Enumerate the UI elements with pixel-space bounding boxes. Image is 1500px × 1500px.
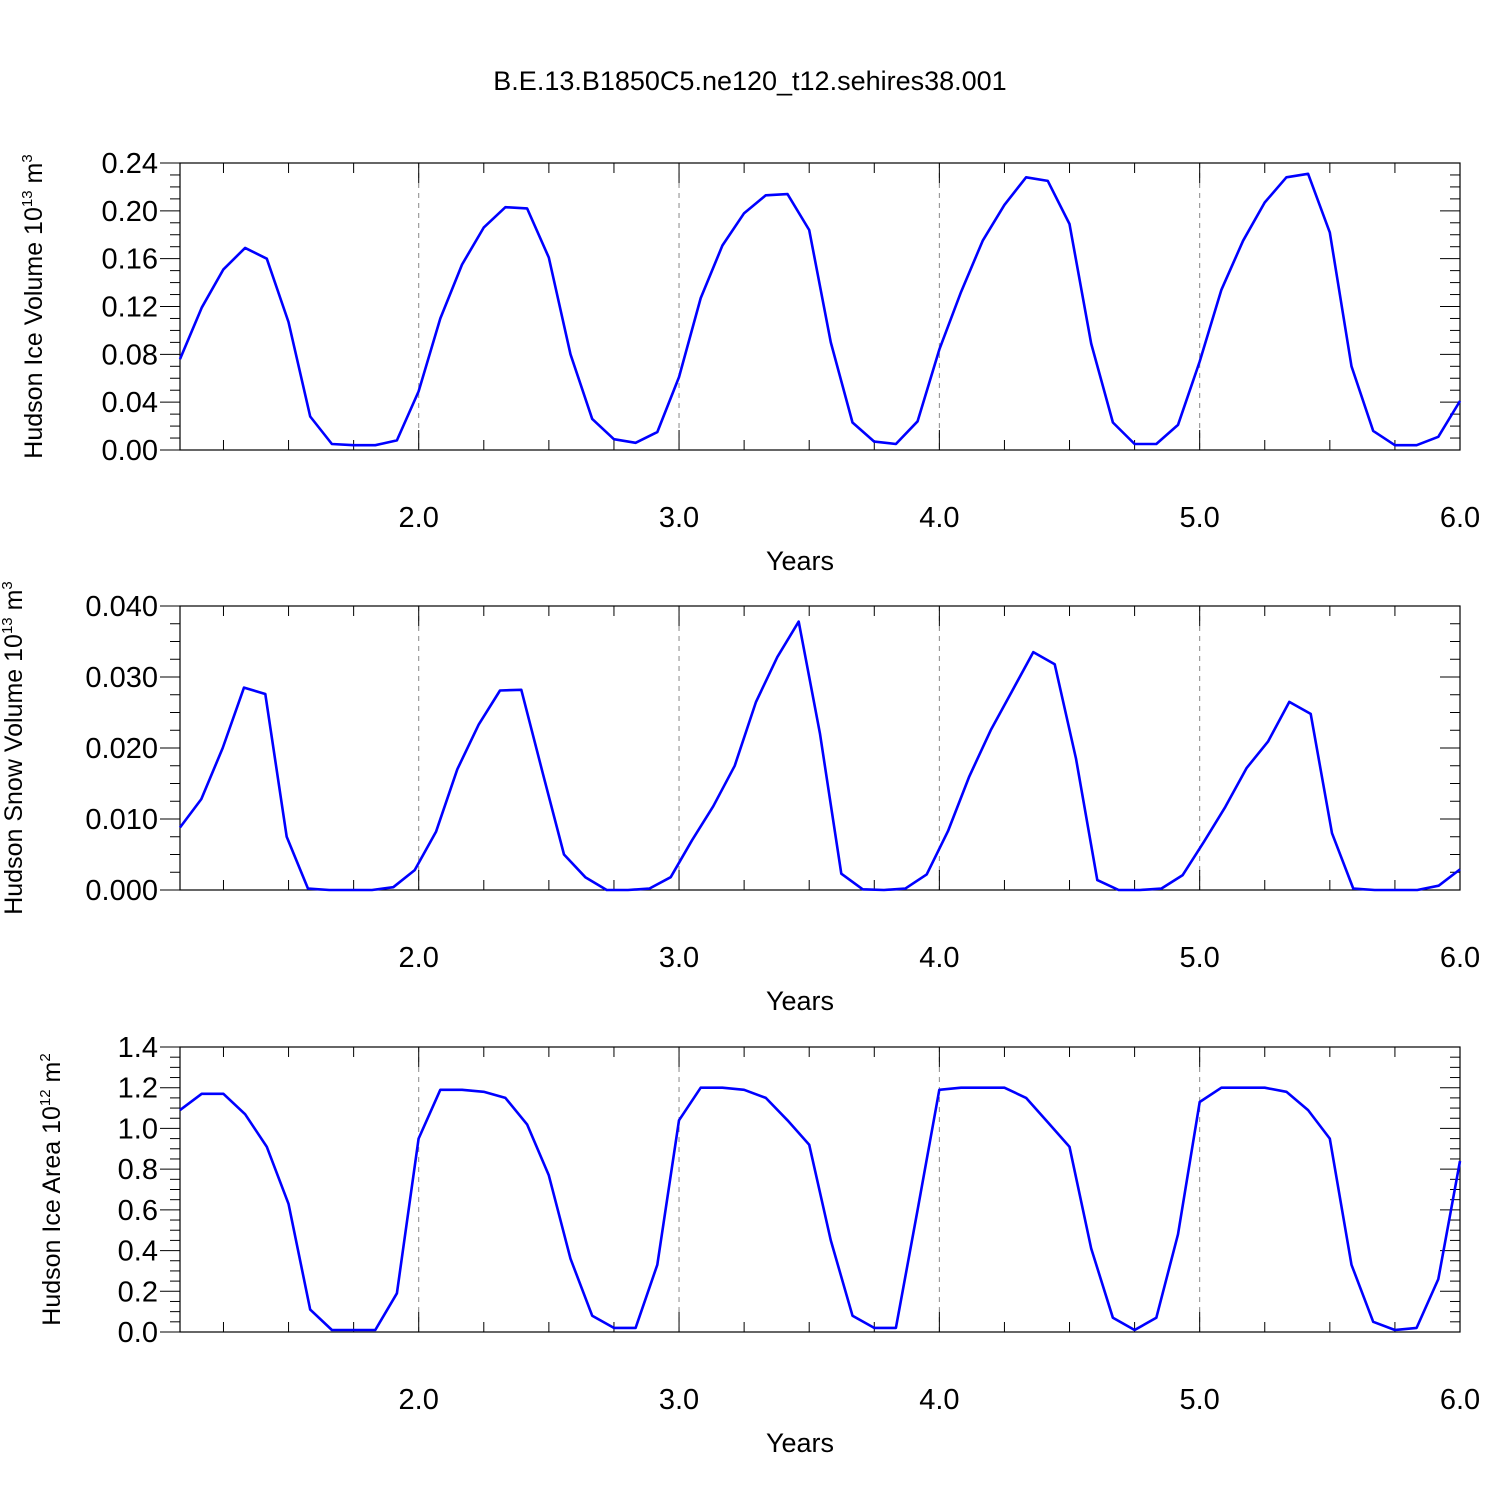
y-tick-label: 0.08: [102, 339, 158, 371]
y-axis-label-unit-exponent: 2: [37, 1053, 54, 1061]
y-tick-label: 0.020: [85, 733, 158, 765]
y-axis-label-main: Hudson Ice Volume 10: [20, 207, 48, 459]
y-axis-label-exponent: 13: [19, 190, 36, 207]
x-tick-label: 5.0: [1180, 1384, 1220, 1416]
y-tick-label: 0.0: [118, 1317, 158, 1349]
x-axis-label: Years: [766, 546, 834, 576]
x-tick-label: 6.0: [1440, 942, 1480, 974]
y-tick-label: 0.04: [102, 387, 158, 419]
y-tick-label: 0.6: [118, 1195, 158, 1227]
x-tick-label: 2.0: [399, 1384, 439, 1416]
y-tick-label: 1.2: [118, 1073, 158, 1105]
x-tick-label: 6.0: [1440, 502, 1480, 534]
y-tick-label: 0.24: [102, 148, 158, 180]
y-axis-label-unit-exponent: 3: [0, 581, 16, 589]
x-tick-label: 2.0: [399, 502, 439, 534]
y-axis-label-exponent: 12: [37, 1089, 54, 1106]
y-tick-label: 0.00: [102, 435, 158, 467]
ice-area-panel: 0.0 0.2 0.4 0.6 0.8 1.0 1.2 1.4 2.0 3.0 4.0 5.0 6.0 Y…: [37, 1032, 1480, 1458]
series-line: [179, 1086, 1462, 1332]
y-axis-label-exponent: 13: [0, 617, 16, 634]
x-tick-label: 3.0: [659, 1384, 699, 1416]
y-tick-label: 0.000: [85, 875, 158, 907]
x-tick-label: 3.0: [659, 502, 699, 534]
y-tick-label: 0.8: [118, 1154, 158, 1186]
plot-frame: [179, 1046, 1461, 1333]
y-axis-label: Hudson Ice Volume 1013 m3: [19, 154, 48, 458]
x-tick-label: 5.0: [1180, 502, 1220, 534]
y-tick-label: 0.20: [102, 196, 158, 228]
x-tick-label: 2.0: [399, 942, 439, 974]
x-axis-label: Years: [766, 986, 834, 1016]
y-tick-label: 0.010: [85, 804, 158, 836]
snow-volume-panel: 0.000 0.010 0.020 0.030 0.040 2.0 3.0 4.0 5.0 6.0…: [0, 581, 1480, 1016]
ice-volume-panel: 0.00 0.04 0.08 0.12 0.16 0.20 0.24 2.0 3.0 4.0 5.0…: [19, 148, 1480, 576]
y-axis-label: Hudson Snow Volume 1013 m3: [0, 581, 28, 915]
y-axis-label-unit: m: [38, 1062, 66, 1090]
y-axis-label-unit: m: [0, 590, 28, 618]
y-tick-label: 0.2: [118, 1276, 158, 1308]
y-tick-label: 0.16: [102, 244, 158, 276]
x-tick-label: 3.0: [659, 942, 699, 974]
x-tick-label: 6.0: [1440, 1384, 1480, 1416]
y-axis-label-main: Hudson Ice Area 10: [38, 1106, 66, 1326]
x-tick-label: 4.0: [919, 942, 959, 974]
y-axis-label-unit: m: [20, 163, 48, 191]
y-tick-label: 1.0: [118, 1113, 158, 1145]
series-line: [178, 172, 1462, 447]
chart-title: B.E.13.B1850C5.ne120_t12.sehires38.001: [493, 66, 1007, 96]
x-tick-label: 4.0: [919, 1384, 959, 1416]
y-tick-label: 0.040: [85, 591, 158, 623]
y-tick-label: 0.030: [85, 662, 158, 694]
series-line: [178, 620, 1461, 892]
x-tick-label: 5.0: [1180, 942, 1220, 974]
x-tick-label: 4.0: [919, 502, 959, 534]
y-tick-label: 0.12: [102, 292, 158, 324]
plot-frame: [179, 162, 1461, 451]
y-tick-label: 1.4: [118, 1032, 158, 1064]
y-axis-label-main: Hudson Snow Volume 10: [0, 634, 28, 915]
y-axis-label: Hudson Ice Area 1012 m2: [37, 1053, 66, 1325]
x-axis-label: Years: [766, 1428, 834, 1458]
y-tick-label: 0.4: [118, 1236, 158, 1268]
y-axis-label-unit-exponent: 3: [19, 154, 36, 162]
plot-frame: [179, 605, 1461, 891]
